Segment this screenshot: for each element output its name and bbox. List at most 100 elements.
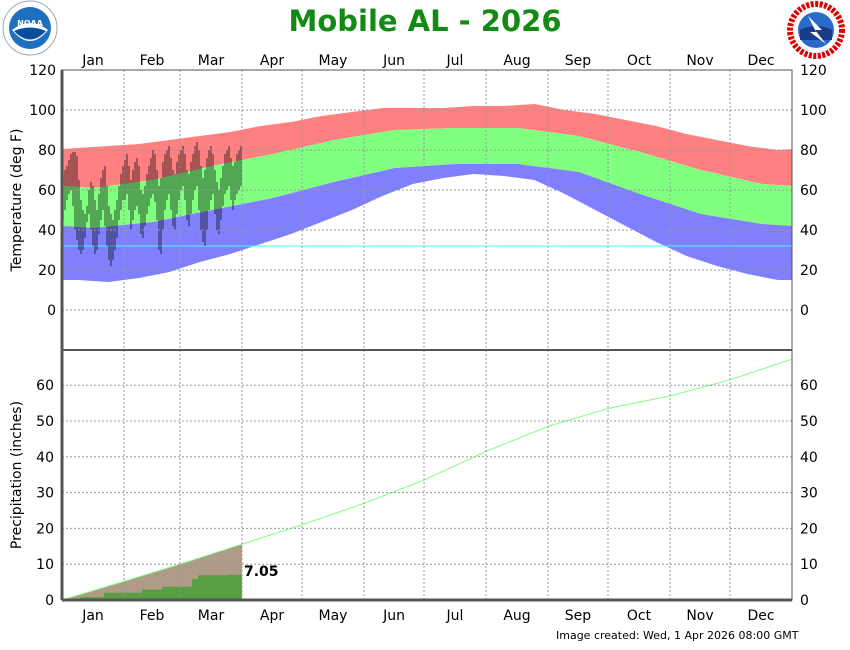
record-high-bar bbox=[358, 111, 360, 136]
record-high-bar bbox=[654, 125, 656, 157]
record-high-bar bbox=[472, 106, 474, 128]
normal-range-bar bbox=[438, 128, 440, 166]
normal-range-bar bbox=[630, 149, 632, 191]
observed-temp-bar bbox=[108, 206, 110, 260]
record-low-bar bbox=[524, 164, 526, 179]
record-low-bar bbox=[570, 170, 572, 198]
observed-temp-bar bbox=[174, 174, 176, 230]
normal-range-bar bbox=[784, 185, 786, 226]
record-low-bar bbox=[478, 164, 480, 175]
normal-range-bar bbox=[700, 170, 702, 214]
normal-range-bar bbox=[510, 128, 512, 164]
record-high-bar bbox=[760, 147, 762, 184]
record-high-bar bbox=[454, 107, 456, 129]
normal-range-bar bbox=[244, 159, 246, 204]
record-high-bar bbox=[158, 141, 160, 179]
normal-range-bar bbox=[444, 128, 446, 165]
normal-range-bar bbox=[654, 156, 656, 199]
normal-range-bar bbox=[710, 172, 712, 216]
temp-tick-label-left: 0 bbox=[47, 303, 56, 319]
normal-range-bar bbox=[492, 128, 494, 164]
record-low-bar bbox=[504, 164, 506, 177]
record-low-bar bbox=[674, 205, 676, 251]
normal-range-bar bbox=[480, 128, 482, 164]
record-high-bar bbox=[714, 139, 716, 174]
normal-range-bar bbox=[744, 180, 746, 222]
observed-temp-bar bbox=[224, 154, 226, 194]
normal-range-bar bbox=[498, 128, 500, 164]
record-low-bar bbox=[400, 167, 402, 189]
normal-range-bar bbox=[750, 181, 752, 223]
record-high-bar bbox=[254, 127, 256, 158]
record-low-bar bbox=[186, 215, 188, 267]
normal-range-bar bbox=[494, 128, 496, 164]
record-high-bar bbox=[116, 145, 118, 185]
observed-temp-bar bbox=[94, 200, 96, 254]
record-low-bar bbox=[136, 223, 138, 279]
record-low-bar bbox=[78, 227, 80, 281]
record-low-bar bbox=[378, 171, 380, 198]
record-low-bar bbox=[360, 175, 362, 206]
observed-temp-bar bbox=[154, 154, 156, 202]
observed-temp-bar bbox=[228, 146, 230, 186]
observed-temp-bar bbox=[110, 214, 112, 266]
record-high-bar bbox=[108, 145, 110, 186]
normal-range-bar bbox=[602, 142, 604, 181]
normal-range-bar bbox=[722, 175, 724, 218]
record-high-bar bbox=[218, 133, 220, 165]
normal-range-bar bbox=[304, 146, 306, 190]
normal-range-bar bbox=[466, 128, 468, 164]
normal-range-bar bbox=[598, 141, 600, 180]
normal-range-bar bbox=[758, 183, 760, 224]
precip-tick-label-right: 30 bbox=[800, 486, 818, 502]
observed-temp-bar bbox=[132, 170, 134, 220]
record-low-bar bbox=[500, 164, 502, 176]
temperature-axis-label: Temperature (deg F) bbox=[9, 129, 25, 273]
observed-precip-bar bbox=[192, 578, 194, 600]
temp-tick-label-right: 40 bbox=[800, 223, 818, 239]
record-low-bar bbox=[280, 195, 282, 238]
record-high-bar bbox=[336, 113, 338, 140]
record-low-bar bbox=[170, 218, 172, 272]
observed-precip-bar bbox=[180, 586, 182, 600]
record-high-bar bbox=[562, 109, 564, 134]
record-high-bar bbox=[758, 147, 760, 184]
record-low-bar bbox=[408, 167, 410, 186]
record-low-bar bbox=[172, 217, 174, 271]
record-low-bar bbox=[692, 211, 694, 259]
record-high-bar bbox=[666, 128, 668, 160]
record-low-bar bbox=[770, 224, 772, 279]
record-low-bar bbox=[558, 169, 560, 192]
record-low-bar bbox=[544, 167, 546, 185]
observed-temp-bar bbox=[76, 156, 78, 240]
normal-range-bar bbox=[330, 140, 332, 183]
record-high-bar bbox=[448, 107, 450, 129]
observed-precip-bar bbox=[114, 592, 116, 600]
record-high-bar bbox=[146, 142, 148, 181]
normal-range-bar bbox=[418, 129, 420, 167]
normal-range-bar bbox=[502, 128, 504, 164]
record-low-bar bbox=[248, 202, 250, 248]
record-low-bar bbox=[790, 225, 792, 280]
record-low-bar bbox=[420, 166, 422, 183]
observed-precip-bar bbox=[236, 574, 238, 600]
record-low-bar bbox=[70, 226, 72, 280]
record-high-bar bbox=[594, 113, 596, 141]
observed-precip-bar bbox=[148, 589, 150, 600]
observed-precip-bar bbox=[182, 586, 184, 600]
observed-temp-bar bbox=[198, 150, 200, 210]
record-high-bar bbox=[82, 147, 84, 188]
record-low-bar bbox=[596, 178, 598, 211]
precip-tick-label-right: 60 bbox=[800, 378, 818, 394]
normal-range-bar bbox=[576, 135, 578, 172]
observed-temp-bar bbox=[130, 180, 132, 230]
normal-range-bar bbox=[302, 147, 304, 191]
record-high-bar bbox=[502, 106, 504, 128]
record-high-bar bbox=[426, 108, 428, 129]
normal-range-bar bbox=[276, 153, 278, 197]
normal-range-bar bbox=[690, 167, 692, 211]
normal-range-bar bbox=[748, 181, 750, 222]
record-high-bar bbox=[496, 106, 498, 128]
month-label-top: Apr bbox=[260, 53, 284, 69]
svg-text:NOAA: NOAA bbox=[17, 19, 43, 28]
